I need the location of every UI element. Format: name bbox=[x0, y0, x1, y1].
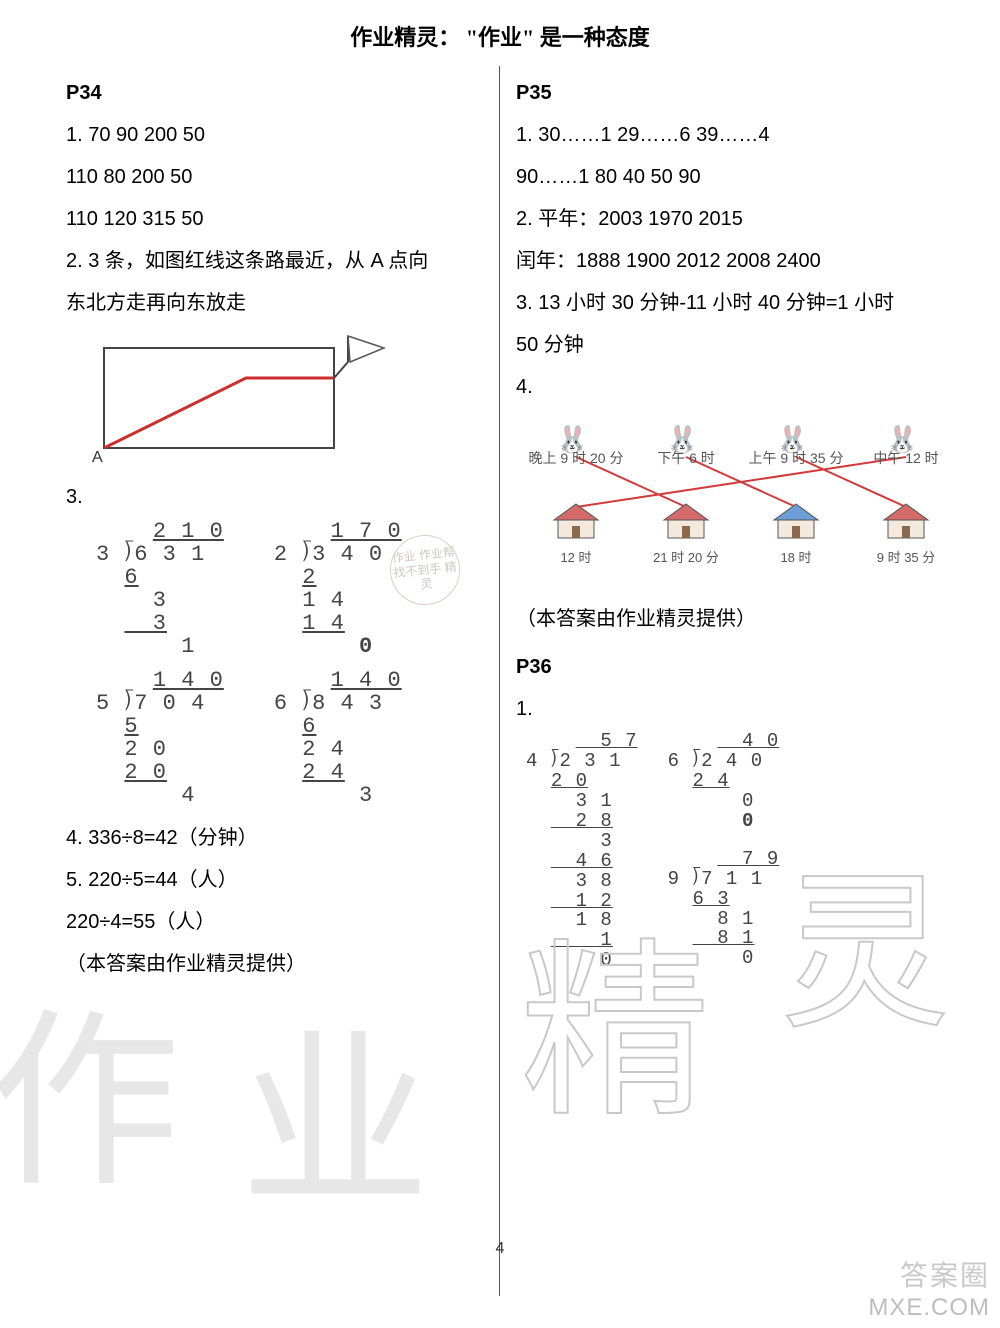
path-red-line bbox=[104, 378, 334, 448]
page-number: 4 bbox=[0, 1240, 1000, 1258]
matching-diagram: 🐰晚上 9 时 20 分🐰下午 6 时🐰上午 9 时 35 分🐰中午 12 时 … bbox=[516, 412, 936, 592]
path-rect bbox=[104, 348, 334, 448]
corner-watermark: MXE.COM bbox=[868, 1294, 990, 1322]
long-division: 7 9 9 ⟌7 1 1 6 3 8 1 8 1 0 bbox=[668, 850, 780, 970]
flag-icon bbox=[348, 336, 384, 362]
path-diagram: 北 ↑ A bbox=[86, 330, 386, 470]
answer-line: 220÷4=55（人） bbox=[66, 901, 483, 943]
house-icon: 18 时 bbox=[746, 502, 846, 571]
right-column: P35 1. 30……1 29……6 39……4 90……1 80 40 50 … bbox=[500, 66, 950, 1296]
answer-line: 5. 220÷5=44（人） bbox=[66, 859, 483, 901]
long-division: 2 1 0 3 ⟌6 3 1 6 3 3 1 bbox=[96, 520, 224, 659]
answer-line: 3. 13 小时 30 分钟-11 小时 40 分钟=1 小时 bbox=[516, 282, 934, 324]
answer-line: 1. 30……1 29……6 39……4 bbox=[516, 114, 934, 156]
answer-line: 2. 3 条，如图红线这条路最近，从 A 点向 bbox=[66, 240, 483, 282]
time-label: 中午 12 时 bbox=[856, 444, 956, 473]
answer-line: 50 分钟 bbox=[516, 324, 934, 366]
answer-line: 110 120 315 50 bbox=[66, 198, 483, 240]
answer-line: 2. 平年：2003 1970 2015 bbox=[516, 198, 934, 240]
point-a-label: A bbox=[92, 449, 103, 466]
path-stub bbox=[334, 362, 348, 378]
house-icon: 21 时 20 分 bbox=[636, 502, 736, 571]
long-division: 5 7 4 ⟌2 3 1 2 0 3 1 2 8 3 4 6 3 8 1 2 1… bbox=[526, 732, 638, 971]
credit-line: （本答案由作业精灵提供） bbox=[516, 598, 934, 640]
section-heading: P35 bbox=[516, 72, 934, 114]
question-label: 4. bbox=[516, 366, 934, 408]
section-heading: P36 bbox=[516, 646, 934, 688]
question-label: 1. bbox=[516, 688, 934, 730]
house-icon: 9 时 35 分 bbox=[856, 502, 956, 571]
house-icon: 12 时 bbox=[526, 502, 626, 571]
answer-line: 110 80 200 50 bbox=[66, 156, 483, 198]
page-title: 作业精灵： "作业" 是一种态度 bbox=[50, 20, 950, 52]
answer-line: 90……1 80 40 50 90 bbox=[516, 156, 934, 198]
long-division: 1 4 0 6 ⟌8 4 3 6 2 4 2 4 3 bbox=[274, 669, 402, 808]
question-label: 3. bbox=[66, 476, 483, 518]
answer-line: 4. 336÷8=42（分钟） bbox=[66, 817, 483, 859]
section-heading: P34 bbox=[66, 72, 483, 114]
corner-watermark: 答案圈 bbox=[900, 1254, 990, 1294]
answer-line: 闰年：1888 1900 2012 2008 2400 bbox=[516, 240, 934, 282]
long-division: 1 7 0 2 ⟌3 4 0 2 1 4 1 4 0 bbox=[274, 520, 402, 659]
answer-line: 1. 70 90 200 50 bbox=[66, 114, 483, 156]
time-label: 晚上 9 时 20 分 bbox=[526, 444, 626, 473]
time-label: 下午 6 时 bbox=[636, 444, 736, 473]
left-column: P34 1. 70 90 200 50 110 80 200 50 110 12… bbox=[50, 66, 500, 1296]
credit-line: （本答案由作业精灵提供） bbox=[66, 943, 483, 985]
long-division: 1 4 0 5 ⟌7 0 4 5 2 0 2 0 4 bbox=[96, 669, 224, 808]
answer-line: 东北方走再向东放走 bbox=[66, 282, 483, 324]
time-label: 上午 9 时 35 分 bbox=[746, 444, 846, 473]
long-division: 4 0 6 ⟌2 4 0 2 4 0 0 bbox=[668, 732, 780, 832]
